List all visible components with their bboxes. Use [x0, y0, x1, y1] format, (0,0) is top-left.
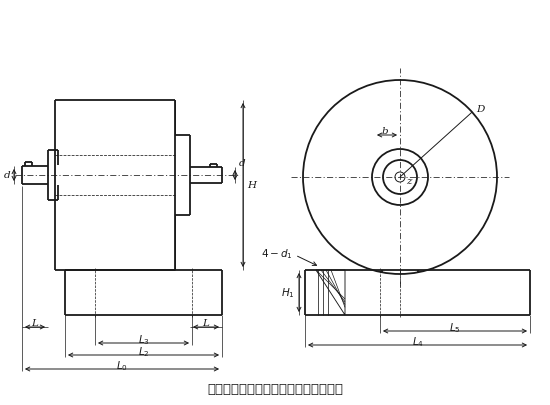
Text: L: L — [202, 319, 210, 328]
Text: b: b — [382, 127, 388, 136]
Text: $L_4$: $L_4$ — [411, 334, 424, 348]
Text: $L_3$: $L_3$ — [138, 332, 150, 346]
Text: H: H — [247, 181, 256, 190]
Text: D: D — [476, 104, 485, 113]
Text: $L_5$: $L_5$ — [449, 320, 461, 334]
Text: $L_0$: $L_0$ — [116, 358, 128, 372]
Text: z: z — [406, 177, 411, 186]
Text: d: d — [3, 171, 10, 180]
Text: 轴输入，轴输出，直角板支撑式离合器: 轴输入，轴输出，直角板支撑式离合器 — [207, 382, 343, 395]
Text: $H_1$: $H_1$ — [281, 286, 295, 300]
Text: d: d — [239, 158, 246, 167]
Text: $4-d_1$: $4-d_1$ — [261, 247, 293, 260]
Text: $L_2$: $L_2$ — [138, 344, 149, 358]
Text: L: L — [31, 319, 38, 328]
